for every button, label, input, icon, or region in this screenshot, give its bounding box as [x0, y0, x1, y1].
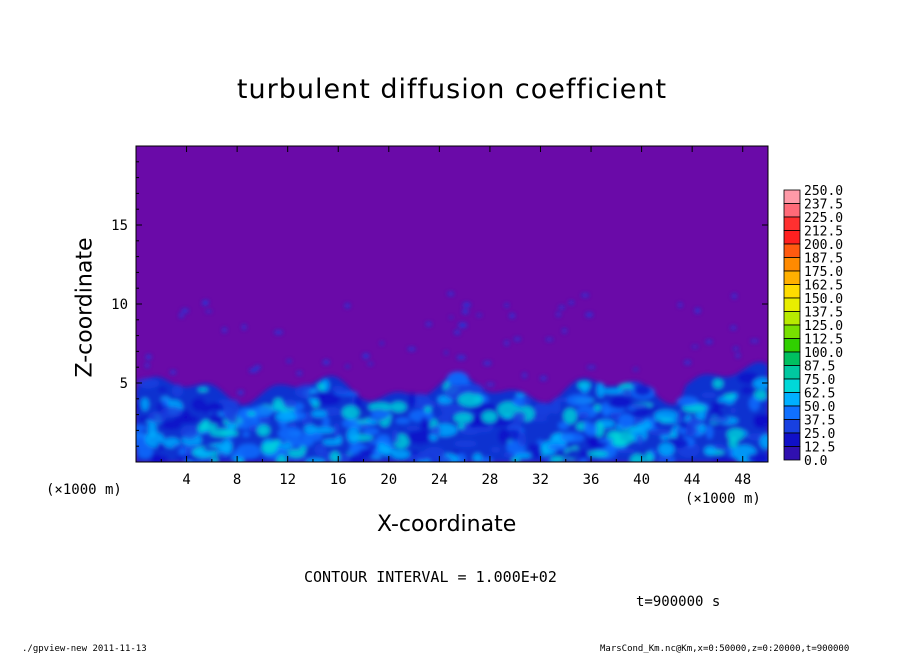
- contour-interval-text: CONTOUR INTERVAL = 1.000E+02: [304, 568, 557, 586]
- x-tick-label: 8: [233, 472, 241, 488]
- colorbar-label: 187.5: [804, 252, 843, 267]
- footer-right-text: MarsCond_Km.nc@Km,x=0:50000,z=0:20000,t=…: [600, 644, 850, 654]
- x-tick-label: 16: [330, 472, 347, 488]
- colorbar-swatch: [783, 378, 801, 393]
- colorbar-label: 37.5: [804, 414, 835, 429]
- x-tick-label: 20: [380, 472, 397, 488]
- x-tick-label: 4: [182, 472, 190, 488]
- colorbar-swatch: [783, 284, 801, 299]
- colorbar-swatch: [783, 446, 801, 461]
- footer-left-text: ./gpview-new 2011-11-13: [22, 644, 147, 654]
- colorbar-label: 0.0: [804, 454, 827, 469]
- x-axis: 4 8 12 16 20 24 28 32 36 40 44 48: [160, 146, 751, 488]
- colorbar-swatch: [783, 365, 801, 380]
- colorbar-swatch: [783, 243, 801, 258]
- colorbar-swatch: [783, 405, 801, 420]
- colorbar-swatch: [783, 270, 801, 285]
- y-axis: 5 10 15: [111, 161, 768, 447]
- colorbar-swatch: [783, 311, 801, 326]
- colorbar-swatch: [783, 189, 801, 204]
- x-tick-label: 32: [532, 472, 549, 488]
- y-axis-label: Z-coordinate: [72, 237, 98, 378]
- colorbar-label: 50.0: [804, 400, 835, 415]
- x-axis-label: X-coordinate: [377, 512, 517, 537]
- colorbar-swatch: [783, 230, 801, 245]
- x-unit-label-right: (×1000 m): [685, 491, 761, 507]
- y-tick-label: 15: [111, 218, 128, 234]
- x-tick-label: 12: [279, 472, 296, 488]
- colorbar-swatch: [783, 203, 801, 218]
- colorbar-swatch: [783, 297, 801, 312]
- colorbar-swatch: [783, 392, 801, 407]
- colorbar-label: 200.0: [804, 238, 843, 253]
- colorbar-label: 87.5: [804, 360, 835, 375]
- colorbar-swatch: [783, 257, 801, 272]
- time-label: t=900000 s: [636, 594, 721, 610]
- colorbar-swatch: [783, 432, 801, 447]
- colorbar-label: 225.0: [804, 211, 843, 226]
- colorbar-label: 150.0: [804, 292, 843, 307]
- chart-title: turbulent diffusion coefficient: [236, 74, 668, 105]
- x-tick-label: 28: [481, 472, 498, 488]
- colorbar-label: 175.0: [804, 265, 843, 280]
- x-unit-label-left: (×1000 m): [46, 482, 122, 498]
- x-tick-label: 40: [633, 472, 650, 488]
- colorbar-label: 75.0: [804, 373, 835, 388]
- colorbar-label: 125.0: [804, 319, 843, 334]
- colorbar-label: 100.0: [804, 346, 843, 361]
- y-tick-label: 5: [120, 376, 128, 392]
- colorbar-swatch: [783, 351, 801, 366]
- colorbar-label: 250.0: [804, 184, 843, 199]
- colorbar-label: 12.5: [804, 441, 835, 456]
- colorbar-label: 62.5: [804, 387, 835, 402]
- colorbar-label: 212.5: [804, 225, 843, 240]
- colorbar: 250.0237.5225.0212.5200.0187.5175.0162.5…: [783, 184, 843, 469]
- colorbar-swatch: [783, 419, 801, 434]
- colorbar-label: 25.0: [804, 427, 835, 442]
- x-tick-label: 48: [734, 472, 751, 488]
- colorbar-swatch: [783, 216, 801, 231]
- colorbar-swatch: [783, 338, 801, 353]
- colorbar-label: 162.5: [804, 279, 843, 294]
- boundary-layer: [136, 292, 768, 462]
- colorbar-label: 112.5: [804, 333, 843, 348]
- colorbar-label: 137.5: [804, 306, 843, 321]
- colorbar-swatch: [783, 324, 801, 339]
- x-tick-label: 44: [684, 472, 701, 488]
- x-tick-label: 36: [583, 472, 600, 488]
- heatmap-field: [136, 146, 768, 462]
- y-tick-label: 10: [111, 297, 128, 313]
- colorbar-label: 237.5: [804, 198, 843, 213]
- x-tick-label: 24: [431, 472, 448, 488]
